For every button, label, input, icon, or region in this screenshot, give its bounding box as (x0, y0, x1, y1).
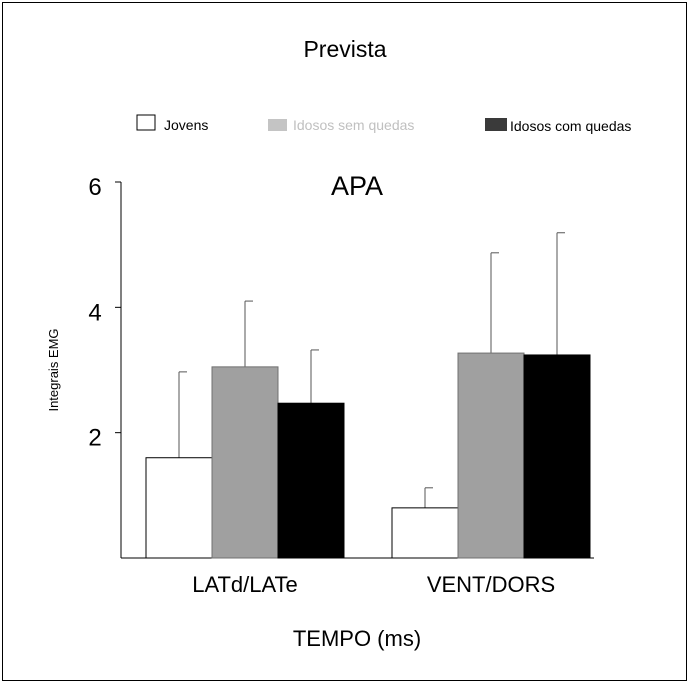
x-axis-label: TEMPO (ms) (293, 626, 421, 651)
bar (211, 366, 279, 559)
bar (457, 352, 525, 559)
legend-swatch-jovens (136, 114, 156, 131)
x-tick-labels: LATd/LATe VENT/DORS (192, 572, 555, 597)
chart-title: APA (331, 171, 383, 201)
bar (391, 507, 459, 559)
bars (145, 352, 591, 559)
y-axis-label: Integrais EMG (46, 328, 61, 411)
figure-title: Prevista (303, 36, 386, 62)
error-bars (178, 232, 565, 508)
y-ticks: 2 4 6 (88, 174, 121, 452)
legend: Jovens Idosos sem quedas Idosos com qued… (136, 114, 631, 134)
x-tick-label: LATd/LATe (192, 572, 298, 597)
legend-swatch-idosos-sem-quedas (268, 119, 287, 131)
y-tick-label: 6 (88, 174, 101, 201)
x-tick-label: VENT/DORS (427, 572, 555, 597)
bar (145, 457, 213, 559)
legend-label-idosos-com-quedas: Idosos com quedas (510, 118, 631, 134)
legend-label-idosos-sem-quedas: Idosos sem quedas (293, 117, 414, 133)
legend-label-jovens: Jovens (164, 117, 208, 133)
y-tick-label: 4 (88, 299, 101, 326)
y-tick-label: 2 (88, 425, 101, 452)
legend-swatch-idosos-com-quedas (485, 118, 507, 131)
bar (277, 402, 345, 559)
bar (523, 354, 591, 559)
